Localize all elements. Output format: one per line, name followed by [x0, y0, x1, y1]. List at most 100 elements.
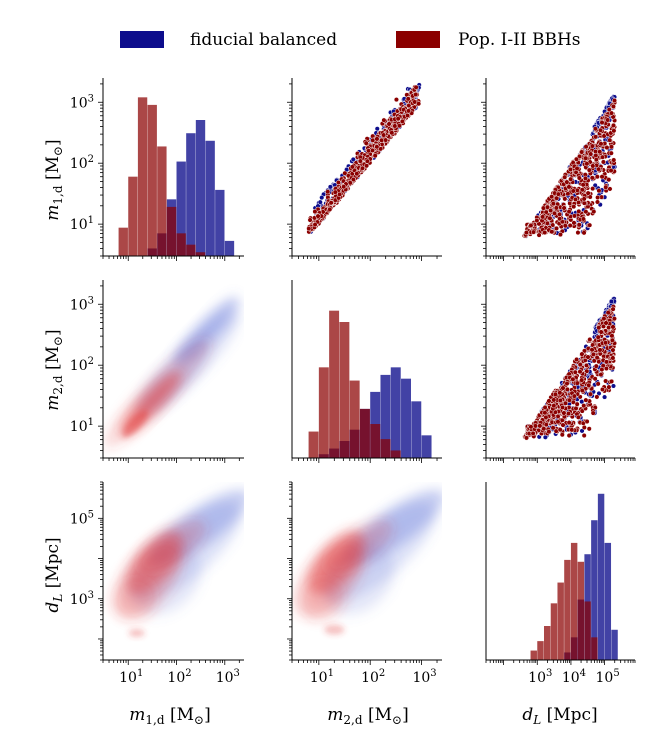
scatter-point-popI	[596, 188, 602, 194]
scatter-point-popI	[523, 230, 529, 236]
scatter-point-popI	[564, 381, 570, 387]
scatter-point-popI	[395, 116, 401, 122]
hist-bar-popI	[308, 431, 319, 458]
scatter-point-popI	[603, 340, 609, 346]
scatter-point-popI	[595, 334, 601, 340]
hist-bar-popI	[195, 252, 206, 256]
scatter-point-popI	[603, 184, 609, 190]
svg-text:m2,d [M⊙]: m2,d [M⊙]	[43, 329, 65, 410]
scatter-point-popI	[564, 179, 570, 185]
hist-bar-fiducial	[176, 161, 186, 256]
legend: fiducial balanced Pop. I-II BBHs	[120, 30, 581, 50]
scatter-point-popI	[571, 393, 577, 399]
scatter-point-popI	[594, 199, 601, 205]
scatter-point-popI	[583, 144, 589, 150]
scatter-point-popI	[610, 347, 616, 353]
scatter-point-popI	[579, 187, 585, 193]
kde-contour-popI	[122, 410, 149, 438]
hist-bar-popI	[147, 104, 157, 256]
scatter-point-popI	[576, 208, 582, 214]
scatter-point-popI	[611, 128, 617, 134]
scatter-point-popI	[590, 186, 596, 192]
scatter-point-popI	[354, 171, 360, 177]
scatter-point-popI	[608, 110, 615, 116]
scatter-point-popI	[607, 186, 613, 192]
scatter-point-popI	[590, 163, 596, 169]
scatter-point-fiducial	[319, 195, 325, 201]
x-tick-label: 104	[562, 668, 586, 686]
scatter-point-popI	[530, 430, 536, 436]
scatter-point-popI	[561, 410, 567, 416]
svg-text:m1,d [M⊙]: m1,d [M⊙]	[129, 705, 210, 727]
scatter-point-popI	[585, 354, 591, 360]
scatter-point-popI	[574, 356, 580, 363]
scatter-point-popI	[611, 316, 617, 322]
scatter-point-fiducial	[374, 126, 380, 132]
scatter-point-popI	[548, 207, 554, 214]
scatter-point-popI	[381, 117, 387, 123]
scatter-point-popI	[599, 174, 605, 180]
scatter-point-popI	[546, 398, 552, 404]
scatter-point-popI	[332, 189, 338, 195]
scatter-point-popI	[413, 91, 419, 98]
scatter-point-popI	[574, 165, 580, 172]
scatter-point-popI	[598, 329, 604, 335]
scatter-point-popI	[557, 211, 563, 217]
x-axis-title-dL: dL [Mpc]	[522, 705, 597, 727]
kde-contour-popI	[128, 629, 145, 638]
scatter-point-popI	[594, 355, 600, 361]
scatter-point-popI	[557, 390, 563, 396]
hist-bar-popI	[370, 424, 381, 458]
scatter-point-popI	[536, 232, 542, 238]
scatter-point-popI	[564, 386, 570, 392]
scatter-point-popI	[386, 121, 392, 127]
scatter-point-popI	[599, 367, 605, 373]
scatter-point-popI	[565, 191, 571, 197]
scatter-point-popI	[399, 118, 405, 124]
scatter-point-popI	[579, 377, 585, 383]
scatter-point-popI	[581, 196, 587, 202]
scatter-point-popI	[600, 159, 606, 165]
scatter-point-popI	[583, 362, 590, 368]
scatter-point-popI	[603, 320, 609, 326]
scatter-point-popI	[405, 112, 411, 119]
scatter-point-popI	[574, 401, 580, 407]
scatter-point-popI	[562, 400, 569, 406]
hist-bar-popI	[349, 380, 360, 458]
scatter-point-popI	[606, 324, 612, 331]
scatter-point-popI	[568, 176, 574, 182]
hist-bar-popI	[577, 561, 585, 660]
scatter-m2d-vs-dL-panel	[522, 296, 618, 441]
scatter-point-popI	[587, 222, 593, 228]
scatter-point-popI	[566, 184, 572, 190]
scatter-m1d-vs-m2d-panel	[306, 82, 422, 235]
scatter-point-popI	[571, 204, 577, 210]
scatter-point-popI	[542, 410, 548, 416]
scatter-point-popI	[611, 98, 618, 104]
scatter-point-popI	[378, 146, 384, 152]
scatter-point-popI	[608, 150, 614, 156]
kde-contour-popI	[324, 624, 345, 635]
hist-bar-popI	[137, 97, 148, 256]
scatter-point-popI	[562, 174, 568, 180]
scatter-point-popI	[603, 365, 609, 372]
scatter-point-popI	[587, 336, 593, 343]
scatter-point-popI	[588, 151, 594, 157]
scatter-point-popI	[581, 200, 587, 206]
scatter-point-popI	[567, 166, 573, 173]
hist-bar-popI	[329, 310, 340, 458]
hist-bar-popI	[564, 559, 571, 660]
scatter-point-popI	[593, 363, 599, 369]
scatter-point-popI	[594, 394, 600, 400]
scatter-point-popI	[542, 229, 548, 236]
scatter-point-popI	[609, 333, 615, 339]
scatter-point-popI	[586, 426, 592, 432]
scatter-point-popI	[566, 209, 572, 215]
scatter-point-popI	[379, 137, 385, 143]
scatter-point-popI	[559, 432, 565, 438]
svg-text:dL [Mpc]: dL [Mpc]	[522, 705, 597, 727]
scatter-point-popI	[597, 347, 603, 353]
scatter-point-popI	[606, 177, 612, 183]
scatter-point-popI	[571, 213, 578, 219]
scatter-point-popI	[341, 184, 347, 190]
